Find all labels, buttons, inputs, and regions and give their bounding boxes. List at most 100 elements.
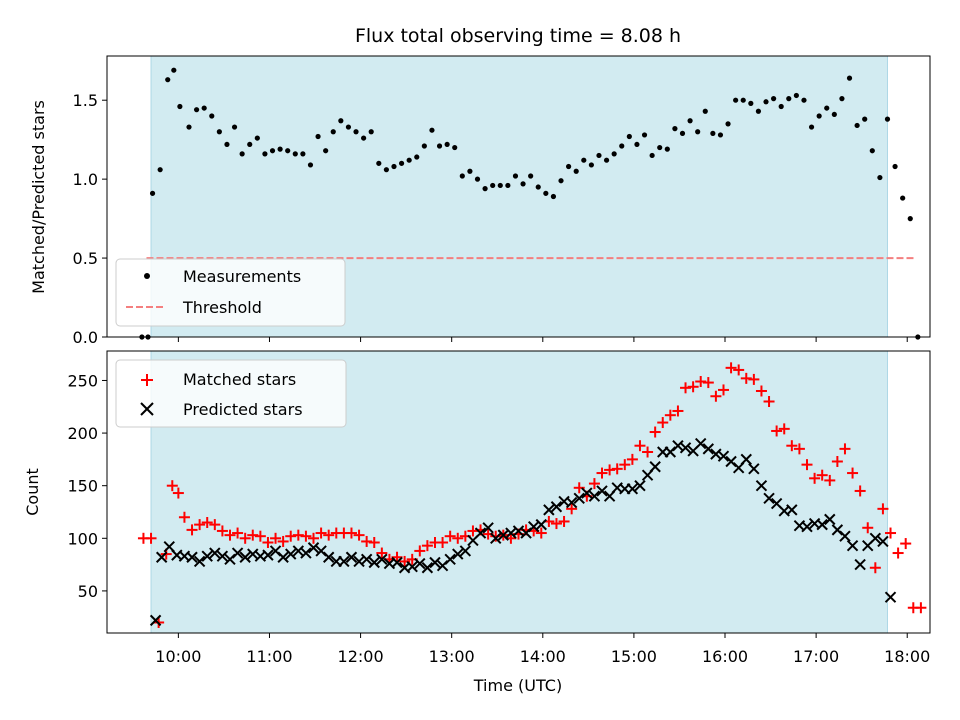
- predicted-point: [322, 551, 335, 563]
- predicted-point: [406, 561, 418, 573]
- measurement-point: [209, 113, 215, 119]
- x-tick-label: 11:00: [246, 647, 292, 666]
- legend-threshold-label: Threshold: [182, 298, 262, 317]
- matched-point: [490, 530, 502, 542]
- counts-legend-box: [115, 359, 347, 428]
- measurement-point: [383, 167, 389, 173]
- matched-point: [680, 382, 692, 394]
- matched-point: [717, 384, 729, 396]
- matched-point: [771, 425, 783, 437]
- measurement-point: [277, 146, 283, 152]
- measurement-point: [368, 129, 374, 135]
- predicted-point: [626, 483, 639, 495]
- measurement-point: [808, 124, 815, 130]
- counts-panel: 50 100 150 200 250 10:00 11:00 12:00 13:00 14:00…: [23, 350, 931, 695]
- measurement-point: [740, 97, 746, 103]
- measurement-point: [429, 127, 435, 133]
- matched-point: [391, 551, 403, 563]
- measurement-point: [786, 96, 792, 102]
- measurement-point: [710, 130, 716, 136]
- predicted-point: [209, 547, 221, 559]
- matched-point: [793, 443, 805, 455]
- predicted-point: [565, 496, 578, 509]
- measurement-point: [672, 126, 678, 132]
- y-tick-label: 1.5: [73, 91, 98, 110]
- counts-axes-frame: [106, 350, 931, 634]
- measurement-point: [490, 182, 496, 189]
- y-tick-label: 50: [78, 582, 98, 601]
- matched-point: [596, 467, 608, 479]
- legend-matched-marker: [141, 374, 153, 386]
- matched-point: [763, 396, 775, 408]
- measurement-point: [269, 148, 276, 154]
- matched-point: [292, 529, 304, 541]
- counts-y-ticks: 50 100 150 200 250: [67, 371, 107, 601]
- matched-point: [733, 364, 745, 376]
- measurement-point: [900, 195, 906, 201]
- measurement-point: [763, 99, 769, 105]
- matched-point: [216, 525, 228, 537]
- matched-point: [801, 459, 813, 471]
- matched-point: [452, 532, 464, 544]
- ratio-axes-frame: [106, 55, 931, 338]
- measurement-point: [543, 190, 549, 196]
- measurement-point: [846, 75, 853, 81]
- matched-point: [345, 527, 357, 539]
- measurement-point: [165, 77, 171, 83]
- matched-point: [885, 527, 897, 539]
- matched-point: [224, 529, 236, 541]
- measurement-point: [474, 176, 481, 182]
- measurement-point: [839, 96, 845, 102]
- predicted-point: [839, 530, 851, 542]
- matched-point: [839, 443, 851, 455]
- matched-point: [740, 372, 752, 384]
- matched-point: [315, 527, 327, 539]
- predicted-point: [338, 555, 350, 568]
- measurement-point: [626, 133, 632, 140]
- x-tick-label: 14:00: [520, 647, 566, 666]
- predicted-point: [429, 556, 441, 569]
- matched-point: [247, 529, 259, 541]
- predicted-point: [877, 535, 889, 548]
- measurement-point: [414, 154, 420, 160]
- matched-point: [619, 459, 631, 471]
- measurement-point: [695, 129, 701, 135]
- matched-point: [194, 519, 206, 531]
- measurement-point: [566, 163, 572, 170]
- measurement-point: [406, 157, 412, 163]
- matched-point: [209, 519, 221, 531]
- matched-point: [626, 453, 638, 465]
- predicted-point: [649, 461, 661, 473]
- y-tick-label: 200: [67, 424, 98, 443]
- measurement-point: [770, 96, 777, 102]
- matched-point: [535, 527, 547, 539]
- matched-point: [809, 472, 821, 484]
- measurement-point: [247, 141, 253, 148]
- predicted-point: [550, 501, 563, 513]
- matched-point: [285, 530, 297, 542]
- matched-point: [816, 469, 828, 481]
- predicted-point: [581, 487, 593, 499]
- x-tick-label: 16:00: [702, 647, 748, 666]
- y-tick-label: 150: [67, 477, 98, 496]
- predicted-point: [740, 453, 752, 466]
- matched-point: [869, 562, 881, 574]
- measurement-point: [679, 130, 686, 136]
- measurement-point: [884, 116, 891, 122]
- matched-point: [695, 376, 707, 388]
- series-predicted-stars: [149, 437, 897, 627]
- matched-point: [900, 538, 912, 550]
- predicted-point: [421, 562, 434, 574]
- predicted-point: [482, 522, 494, 534]
- predicted-point: [239, 551, 251, 563]
- matched-point: [558, 515, 570, 527]
- matched-point: [892, 547, 904, 559]
- measurement-point: [641, 132, 648, 138]
- predicted-point: [884, 591, 897, 603]
- measurement-point: [285, 148, 291, 154]
- matched-point: [323, 529, 335, 541]
- matched-point: [254, 530, 266, 542]
- measurement-point: [824, 105, 830, 111]
- measurement-point: [452, 144, 458, 151]
- measurement-point: [262, 151, 268, 157]
